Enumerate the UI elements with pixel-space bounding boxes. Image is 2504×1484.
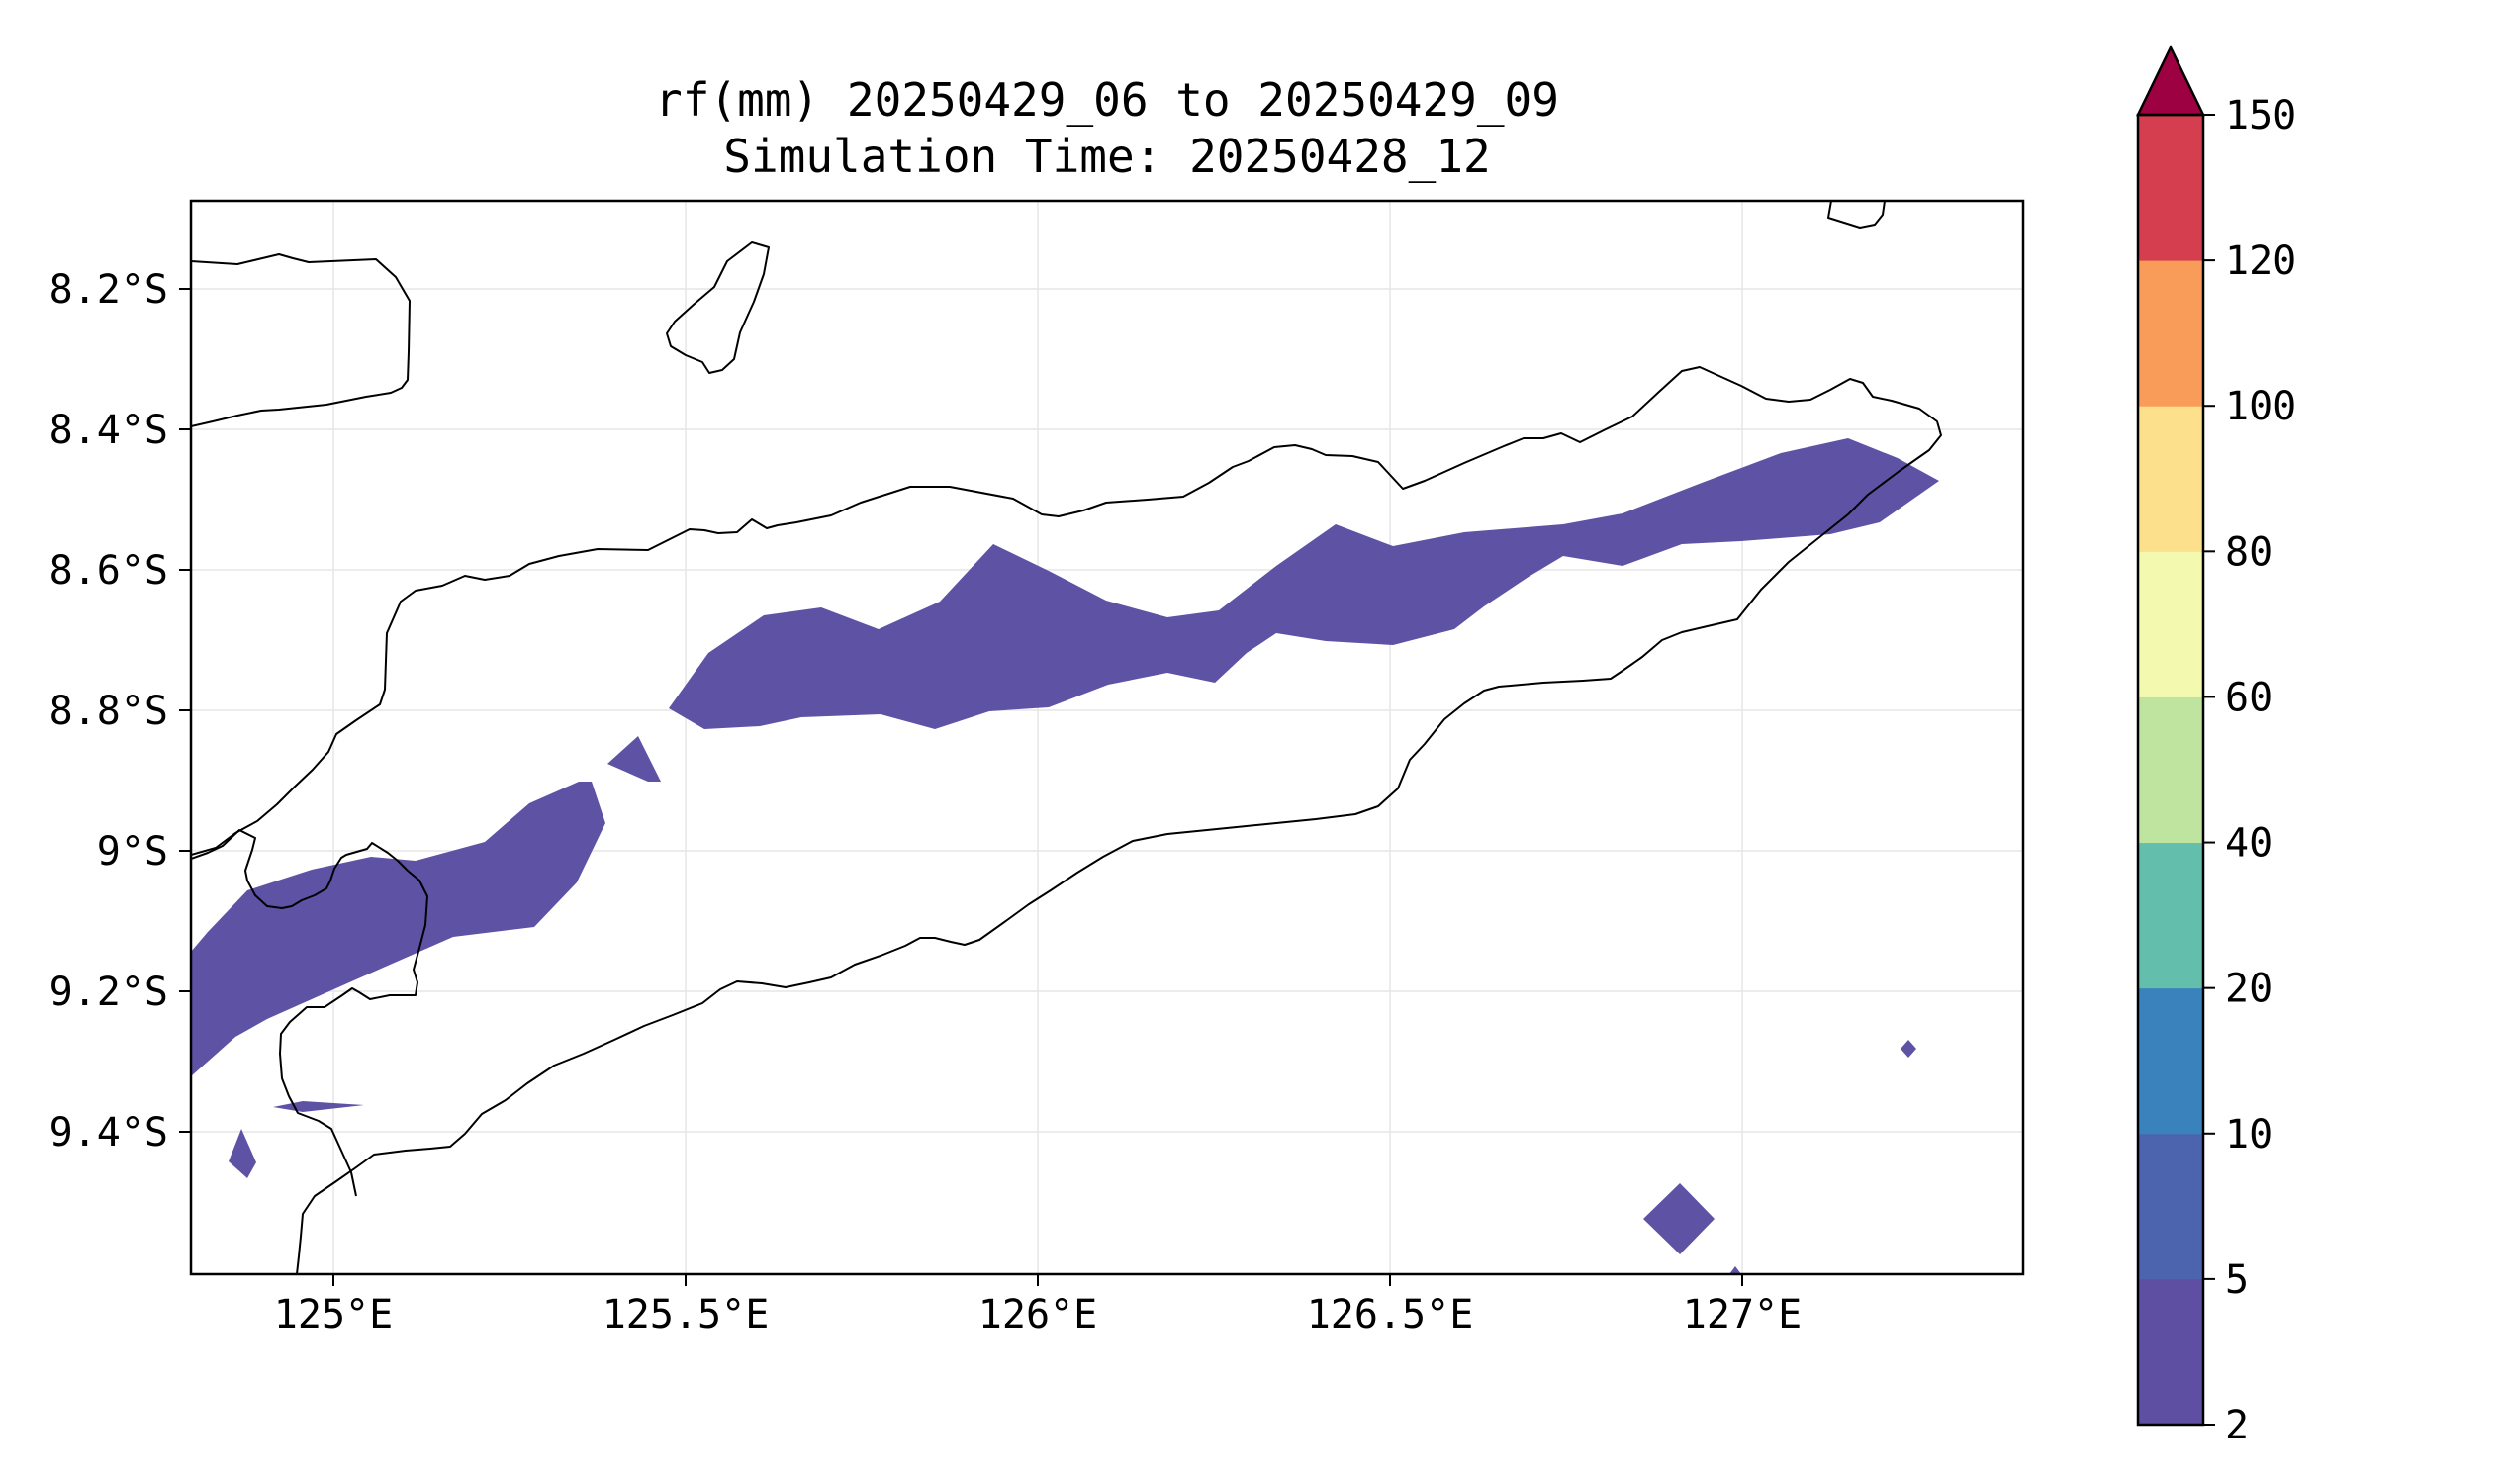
lon-tick-label: 125°E [274,1292,393,1338]
rain-band-east [669,438,1939,729]
lon-tick-label: 126.5°E [1307,1292,1474,1338]
colorbar-tick-label: 60 [2225,675,2272,720]
colorbar-segment [2138,696,2203,844]
colorbar-segment [2138,551,2203,697]
colorbar: 2 5 10 20 40 60 80 100 120 150 [2136,45,2296,1448]
coastline-timor-north [191,366,1942,1274]
coastline-atauro [666,241,770,374]
colorbar-frame [2136,113,2205,1427]
coastline-border [191,829,428,1197]
colorbar-tick-label: 80 [2225,529,2272,575]
lat-tick-label: 9°S [97,829,168,875]
lat-tick-label: 8.8°S [49,689,168,734]
colorbar-ticks: 2 5 10 20 40 60 80 100 120 150 [2203,93,2296,1448]
map-panel: 125°E 125.5°E 126°E 126.5°E 127°E 8.2°S … [49,199,2025,1338]
rain-spot-east-small [1901,1040,1916,1058]
colorbar-tick-label: 150 [2225,93,2296,139]
rain-spot-southwest [229,1129,256,1178]
lat-tick-label: 8.6°S [49,548,168,594]
coastline-wetar [1827,201,1886,229]
colorbar-segment [2138,1133,2203,1280]
gridlines [191,201,2023,1274]
lon-tick-label: 125.5°E [603,1292,770,1338]
colorbar-tick-label: 10 [2225,1112,2272,1158]
colorbar-tick-label: 120 [2225,238,2296,284]
colorbar-segment [2138,987,2203,1135]
rain-spot-southeast [1643,1183,1715,1254]
colorbar-segment [2138,115,2203,261]
colorbar-tick-label: 20 [2225,967,2272,1012]
lon-tick-label: 126°E [978,1292,1097,1338]
colorbar-tick-label: 5 [2225,1257,2249,1303]
colorbar-segment [2138,842,2203,989]
colorbar-tick-label: 40 [2225,821,2272,867]
coastline-alor [191,253,411,427]
lon-tick-labels: 125°E 125.5°E 126°E 126.5°E 127°E [274,1292,1802,1338]
lat-tick-label: 9.4°S [49,1110,168,1156]
lat-tick-label: 8.4°S [49,408,168,453]
colorbar-segment [2138,406,2203,552]
rain-band-west [191,782,605,1076]
axis-ticks [179,288,1743,1286]
map-background [191,201,2023,1274]
rainfall-areas [191,438,1939,1274]
colorbar-extend-triangle [2136,45,2205,117]
coastlines [191,201,1942,1274]
colorbar-tick-label: 2 [2225,1403,2249,1448]
colorbar-segments [2138,115,2203,1426]
lat-tick-labels: 8.2°S 8.4°S 8.6°S 8.8°S 9°S 9.2°S 9.4°S [49,267,168,1156]
lat-tick-label: 9.2°S [49,970,168,1015]
lon-tick-label: 127°E [1683,1292,1802,1338]
title-line-1: rf(mm) 20250429_06 to 20250429_09 [655,73,1559,127]
colorbar-segment [2138,260,2203,407]
rain-spot-south-edge [1729,1266,1741,1274]
title-line-2: Simulation Time: 20250428_12 [723,130,1490,183]
lat-tick-label: 8.2°S [49,267,168,313]
map-frame [189,199,2025,1276]
rain-spot-island [607,736,661,782]
colorbar-segment [2138,1278,2203,1426]
colorbar-tick-label: 100 [2225,384,2296,429]
